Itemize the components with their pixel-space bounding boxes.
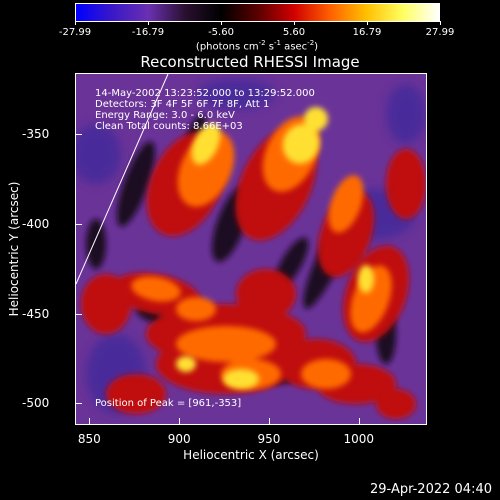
colorbar <box>75 3 440 22</box>
x-axis-tick <box>268 418 270 424</box>
y-axis-tick-label: -450 <box>22 306 50 321</box>
rhessi-image <box>76 74 426 424</box>
rhessi-image-plot: 14-May-2002 13:23:52.000 to 13:29:52.000… <box>75 73 427 425</box>
x-axis-label: Heliocentric X (arcsec) <box>183 448 319 462</box>
x-axis-tick <box>358 418 360 424</box>
colorbar-tick-label: -16.79 <box>131 27 165 38</box>
y-axis-tick-label: -500 <box>22 396 50 411</box>
colorbar-tick <box>366 21 368 25</box>
y-axis-tick-label: -400 <box>22 216 50 231</box>
x-axis-tick-label: 900 <box>167 432 191 446</box>
timestamp: 29-Apr-2022 04:40 <box>370 482 492 497</box>
y-axis-tick <box>76 313 82 315</box>
colorbar-tick-label: -5.60 <box>208 27 234 38</box>
colorbar-tick-label: 16.79 <box>352 27 382 38</box>
y-axis-tick <box>76 134 82 136</box>
colorbar-tick <box>293 21 295 25</box>
colorbar-tick <box>220 21 222 25</box>
y-axis-tick-label: -350 <box>22 127 50 142</box>
annotation-method: Clean Total counts: 8.66E+03 <box>95 121 243 132</box>
y-axis-tick <box>76 403 82 405</box>
x-axis-tick-label: 850 <box>77 432 101 446</box>
x-axis-tick <box>89 418 91 424</box>
x-axis-tick <box>179 418 181 424</box>
colorbar-tick <box>439 21 441 25</box>
colorbar-tick <box>147 21 149 25</box>
colorbar-tick-label: 5.60 <box>282 27 306 38</box>
colorbar-tick-label: -27.99 <box>58 27 92 38</box>
colorbar-tick-label: 27.99 <box>425 27 455 38</box>
x-axis-tick-label: 1000 <box>343 432 375 446</box>
solar-limb-line <box>76 74 169 285</box>
y-axis-label: Heliocentric Y (arcsec) <box>7 181 21 317</box>
y-axis-tick <box>76 223 82 225</box>
annotation-peak: Position of Peak = [961,-353] <box>95 398 242 409</box>
annotation-energy: Energy Range: 3.0 - 6.0 keV <box>95 110 235 121</box>
x-axis-tick-label: 950 <box>257 432 281 446</box>
image-title: Reconstructed RHESSI Image <box>140 53 360 71</box>
annotation-time-range: 14-May-2002 13:23:52.000 to 13:29:52.000 <box>95 88 315 99</box>
colorbar-units: (photons cm-2 s-1 asec-2) <box>195 39 319 53</box>
colorbar-tick <box>74 21 76 25</box>
annotation-detectors: Detectors: 3F 4F 5F 6F 7F 8F, Att 1 <box>95 99 270 110</box>
